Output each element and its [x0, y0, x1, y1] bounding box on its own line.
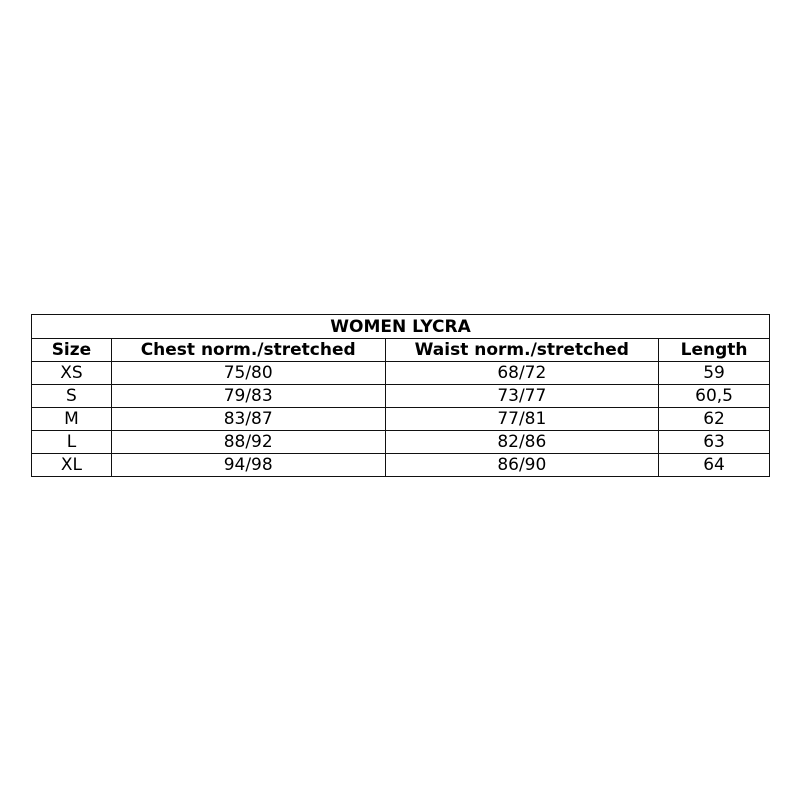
waist-cell: 82/86 [384, 430, 660, 454]
size-cell: L [31, 430, 112, 454]
length-cell: 59 [658, 361, 770, 385]
size-chart-table: WOMEN LYCRA Size Chest norm./stretched W… [31, 314, 770, 477]
size-cell: XS [31, 361, 112, 385]
size-cell: M [31, 407, 112, 431]
size-cell: XL [31, 453, 112, 477]
header-length: Length [658, 338, 770, 362]
waist-cell: 86/90 [384, 453, 660, 477]
header-size: Size [31, 338, 112, 362]
chest-cell: 75/80 [110, 361, 386, 385]
size-cell: S [31, 384, 112, 408]
title-row: WOMEN LYCRA [31, 314, 770, 339]
chest-cell: 79/83 [110, 384, 386, 408]
chest-cell: 94/98 [110, 453, 386, 477]
length-cell: 63 [658, 430, 770, 454]
header-row: Size Chest norm./stretched Waist norm./s… [31, 338, 770, 362]
table-row: S 79/83 73/77 60,5 [31, 384, 770, 408]
table-row: L 88/92 82/86 63 [31, 430, 770, 454]
table-row: M 83/87 77/81 62 [31, 407, 770, 431]
waist-cell: 77/81 [384, 407, 660, 431]
chest-cell: 83/87 [110, 407, 386, 431]
waist-cell: 73/77 [384, 384, 660, 408]
header-waist: Waist norm./stretched [384, 338, 660, 362]
length-cell: 64 [658, 453, 770, 477]
length-cell: 62 [658, 407, 770, 431]
table-row: XL 94/98 86/90 64 [31, 453, 770, 477]
chest-cell: 88/92 [110, 430, 386, 454]
table-title: WOMEN LYCRA [31, 314, 770, 339]
length-cell: 60,5 [658, 384, 770, 408]
table-row: XS 75/80 68/72 59 [31, 361, 770, 385]
header-chest: Chest norm./stretched [110, 338, 386, 362]
waist-cell: 68/72 [384, 361, 660, 385]
